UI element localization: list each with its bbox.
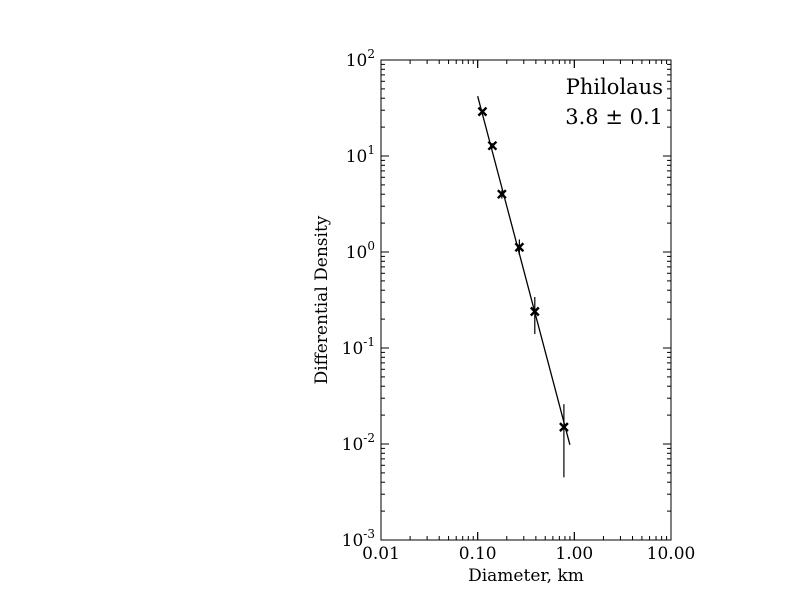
y-tick-label: 102 (346, 47, 375, 71)
data-point (559, 422, 569, 432)
data-point (477, 106, 488, 117)
fit-line (477, 96, 571, 446)
plot-frame (380, 59, 672, 541)
y-tick-label: 101 (346, 143, 375, 167)
fit-line-layer (477, 96, 571, 446)
y-tick-label: 100 (346, 239, 375, 263)
y-axis-label: Differential Density (312, 215, 332, 384)
x-tick-label: 0.10 (459, 544, 497, 564)
tick-labels: 0.01 0.10 1.00 10.00 10-3 10-2 10-1 100 101 102 (342, 47, 696, 564)
data-point (529, 306, 540, 317)
error-bars (481, 109, 565, 478)
annotation-name: Philolaus (566, 75, 663, 99)
x-axis-label: Diameter, km (468, 566, 584, 586)
data-points (477, 106, 569, 432)
data-point (487, 140, 498, 151)
data-point (514, 242, 525, 253)
axis-ticks (380, 59, 672, 541)
x-tick-label: 10.00 (647, 544, 696, 564)
y-tick-label: 10-3 (342, 527, 375, 551)
x-tick-label: 1.00 (555, 544, 593, 564)
data-point (497, 189, 507, 200)
x-tick-label: 0.01 (362, 544, 400, 564)
annotation-slope: 3.8 ± 0.1 (565, 105, 663, 129)
y-tick-label: 10-2 (342, 431, 375, 455)
y-tick-label: 10-1 (342, 335, 375, 359)
